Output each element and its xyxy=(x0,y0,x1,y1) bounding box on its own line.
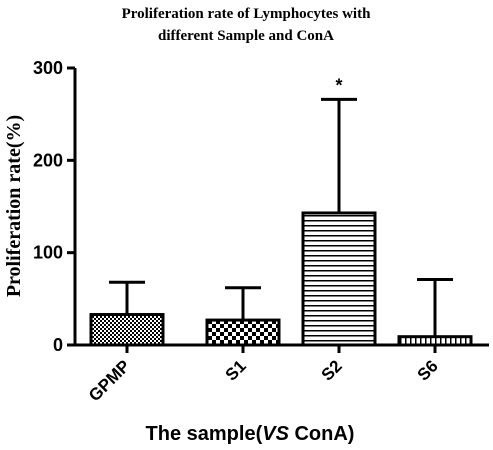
x-axis-label-prefix: The sample( xyxy=(146,423,263,445)
bar-gpmp xyxy=(89,313,165,347)
annotations: * xyxy=(335,75,342,95)
x-axis-label-italic: VS xyxy=(262,423,289,445)
x-tick-label: GPMP xyxy=(85,356,134,405)
x-axis-label-suffix: ConA) xyxy=(289,423,355,445)
y-tick-label: 300 xyxy=(33,58,63,78)
significance-marker: * xyxy=(335,75,342,95)
y-tick-label: 200 xyxy=(33,150,63,170)
chart-title-line2: different Sample and ConA xyxy=(158,28,334,44)
chart-title-line1: Proliferation rate of Lymphocytes with xyxy=(122,6,372,22)
y-axis-ticks: 0 100 200 300 xyxy=(33,58,75,355)
x-axis-label: The sample(VS ConA) xyxy=(146,423,355,445)
x-tick-label: S1 xyxy=(222,356,250,384)
x-tick-label: S6 xyxy=(414,356,442,384)
y-tick-label: 0 xyxy=(53,335,63,355)
x-tick-label: S2 xyxy=(318,356,346,384)
x-axis-ticks: GPMP S1 S2 S6 xyxy=(85,345,442,405)
y-axis-label: Proliferation rate(%) xyxy=(3,115,25,297)
bar-s1 xyxy=(205,318,281,347)
bar-s2 xyxy=(301,211,377,347)
bars xyxy=(89,211,473,347)
y-tick-label: 100 xyxy=(33,243,63,263)
error-bars xyxy=(109,97,453,337)
